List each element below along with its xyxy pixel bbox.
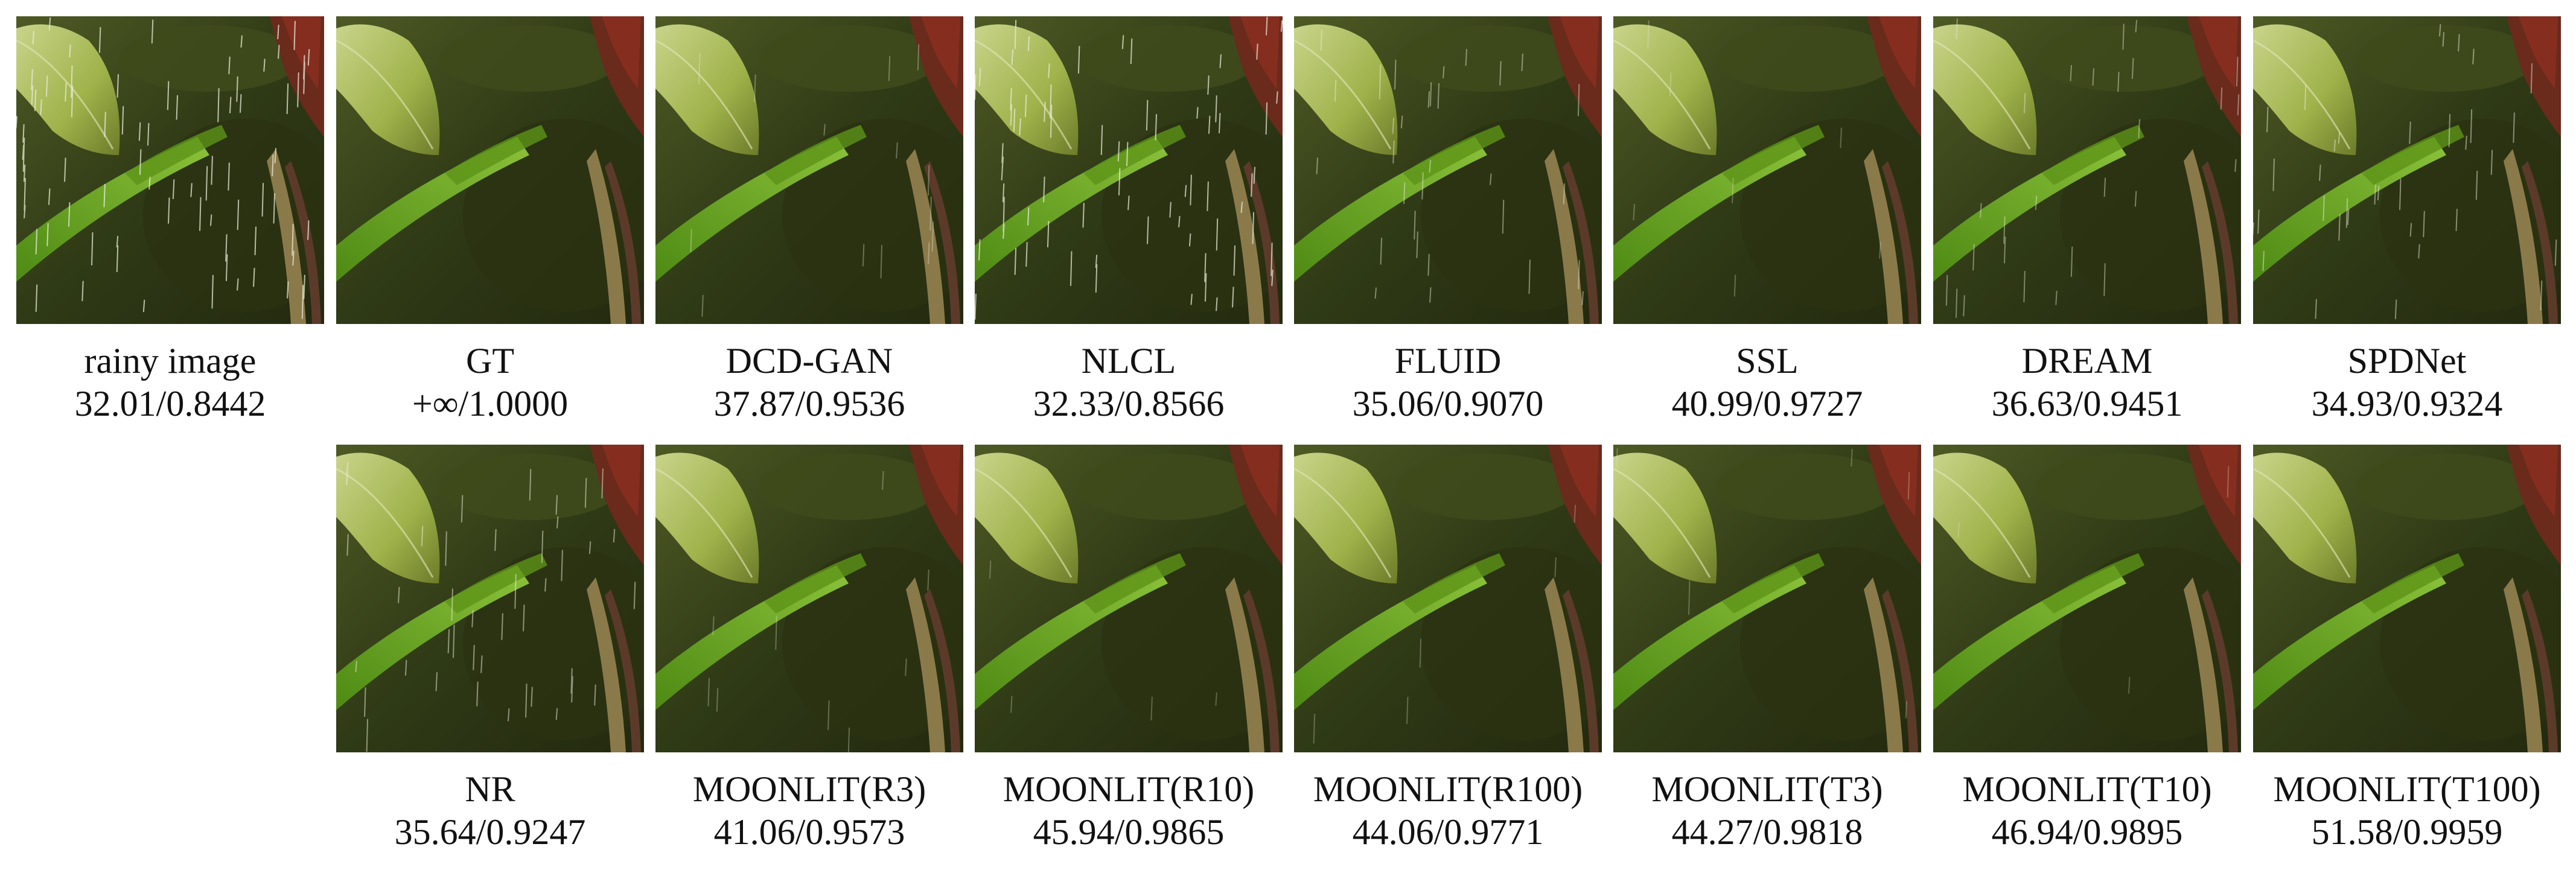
psnr-ssim-score: 35.06/0.9070 bbox=[1352, 383, 1544, 424]
method-name: NLCL bbox=[1081, 341, 1176, 381]
method-name: SSL bbox=[1736, 341, 1799, 381]
psnr-ssim-score: 46.94/0.9895 bbox=[1991, 811, 2183, 852]
caption: rainy image 32.01/0.8442 bbox=[16, 340, 324, 425]
leaf-image-crop bbox=[975, 16, 1283, 324]
leaf-image-crop bbox=[2253, 16, 2561, 324]
method-name: DCD-GAN bbox=[725, 341, 893, 381]
comparison-cell-2: DCD-GAN 37.87/0.9536 bbox=[655, 16, 963, 425]
leaf-image-crop bbox=[655, 16, 963, 324]
method-name: DREAM bbox=[2021, 341, 2153, 381]
comparison-cell-8: NR 35.64/0.9247 bbox=[336, 445, 644, 854]
psnr-ssim-score: 41.06/0.9573 bbox=[713, 811, 905, 852]
caption: NLCL 32.33/0.8566 bbox=[975, 340, 1283, 425]
comparison-cell-3: NLCL 32.33/0.8566 bbox=[975, 16, 1283, 425]
caption: SPDNet 34.93/0.9324 bbox=[2253, 340, 2561, 425]
leaf-image-crop bbox=[1933, 445, 2241, 752]
leaf-image-crop bbox=[1294, 445, 1602, 752]
method-name: MOONLIT(R100) bbox=[1313, 769, 1583, 809]
method-name: MOONLIT(R10) bbox=[1003, 769, 1255, 809]
psnr-ssim-score: 32.33/0.8566 bbox=[1033, 383, 1225, 424]
caption: NR 35.64/0.9247 bbox=[336, 768, 644, 854]
caption: DREAM 36.63/0.9451 bbox=[1933, 340, 2241, 425]
leaf-image-crop bbox=[1613, 16, 1921, 324]
caption: GT +∞/1.0000 bbox=[336, 340, 644, 425]
psnr-ssim-score: 32.01/0.8442 bbox=[74, 383, 266, 424]
caption: FLUID 35.06/0.9070 bbox=[1294, 340, 1602, 425]
leaf-image-crop bbox=[336, 445, 644, 752]
caption: MOONLIT(R10) 45.94/0.9865 bbox=[975, 768, 1283, 854]
psnr-ssim-score: 40.99/0.9727 bbox=[1671, 383, 1863, 424]
comparison-cell-1: GT +∞/1.0000 bbox=[336, 16, 644, 425]
leaf-image-crop bbox=[2253, 445, 2561, 752]
psnr-ssim-score: 37.87/0.9536 bbox=[713, 383, 905, 424]
comparison-cell-6: DREAM 36.63/0.9451 bbox=[1933, 16, 2241, 425]
psnr-ssim-score: 44.06/0.9771 bbox=[1352, 811, 1544, 852]
method-name: MOONLIT(R3) bbox=[692, 769, 926, 809]
comparison-cell-7: SPDNet 34.93/0.9324 bbox=[2253, 16, 2561, 425]
leaf-image-crop bbox=[1294, 16, 1602, 324]
psnr-ssim-score: 34.93/0.9324 bbox=[2311, 383, 2503, 424]
leaf-image-crop bbox=[336, 16, 644, 324]
comparison-cell-5: SSL 40.99/0.9727 bbox=[1613, 16, 1921, 425]
method-name: FLUID bbox=[1394, 341, 1502, 381]
caption: MOONLIT(T100) 51.58/0.9959 bbox=[2253, 768, 2561, 854]
method-name: GT bbox=[466, 341, 514, 381]
method-name: rainy image bbox=[84, 341, 257, 381]
comparison-cell-11: MOONLIT(R100) 44.06/0.9771 bbox=[1294, 445, 1602, 854]
psnr-ssim-score: 45.94/0.9865 bbox=[1033, 811, 1225, 852]
caption: MOONLIT(T3) 44.27/0.9818 bbox=[1613, 768, 1921, 854]
comparison-cell-14: MOONLIT(T100) 51.58/0.9959 bbox=[2253, 445, 2561, 854]
method-name: MOONLIT(T3) bbox=[1651, 769, 1883, 809]
comparison-cell-10: MOONLIT(R10) 45.94/0.9865 bbox=[975, 445, 1283, 854]
leaf-image-crop bbox=[655, 445, 963, 752]
caption: MOONLIT(R3) 41.06/0.9573 bbox=[655, 768, 963, 854]
comparison-cell-0: rainy image 32.01/0.8442 bbox=[16, 16, 324, 425]
method-name: SPDNet bbox=[2347, 341, 2467, 381]
caption: DCD-GAN 37.87/0.9536 bbox=[655, 340, 963, 425]
comparison-cell-4: FLUID 35.06/0.9070 bbox=[1294, 16, 1602, 425]
leaf-image-crop bbox=[1933, 16, 2241, 324]
psnr-ssim-score: 36.63/0.9451 bbox=[1991, 383, 2183, 424]
leaf-image-crop bbox=[1613, 445, 1921, 752]
method-name: MOONLIT(T100) bbox=[2273, 769, 2541, 809]
caption: MOONLIT(T10) 46.94/0.9895 bbox=[1933, 768, 2241, 854]
leaf-image-crop bbox=[16, 16, 324, 324]
psnr-ssim-score: 44.27/0.9818 bbox=[1671, 811, 1863, 852]
caption: MOONLIT(R100) 44.06/0.9771 bbox=[1294, 768, 1602, 854]
leaf-image-crop bbox=[975, 445, 1283, 752]
psnr-ssim-score: 35.64/0.9247 bbox=[394, 811, 586, 852]
method-name: MOONLIT(T10) bbox=[1962, 769, 2212, 809]
comparison-cell-12: MOONLIT(T3) 44.27/0.9818 bbox=[1613, 445, 1921, 854]
method-name: NR bbox=[465, 769, 515, 809]
comparison-cell-9: MOONLIT(R3) 41.06/0.9573 bbox=[655, 445, 963, 854]
caption: SSL 40.99/0.9727 bbox=[1613, 340, 1921, 425]
psnr-ssim-score: 51.58/0.9959 bbox=[2311, 811, 2503, 852]
psnr-ssim-score: +∞/1.0000 bbox=[412, 383, 569, 424]
comparison-cell-13: MOONLIT(T10) 46.94/0.9895 bbox=[1933, 445, 2241, 854]
